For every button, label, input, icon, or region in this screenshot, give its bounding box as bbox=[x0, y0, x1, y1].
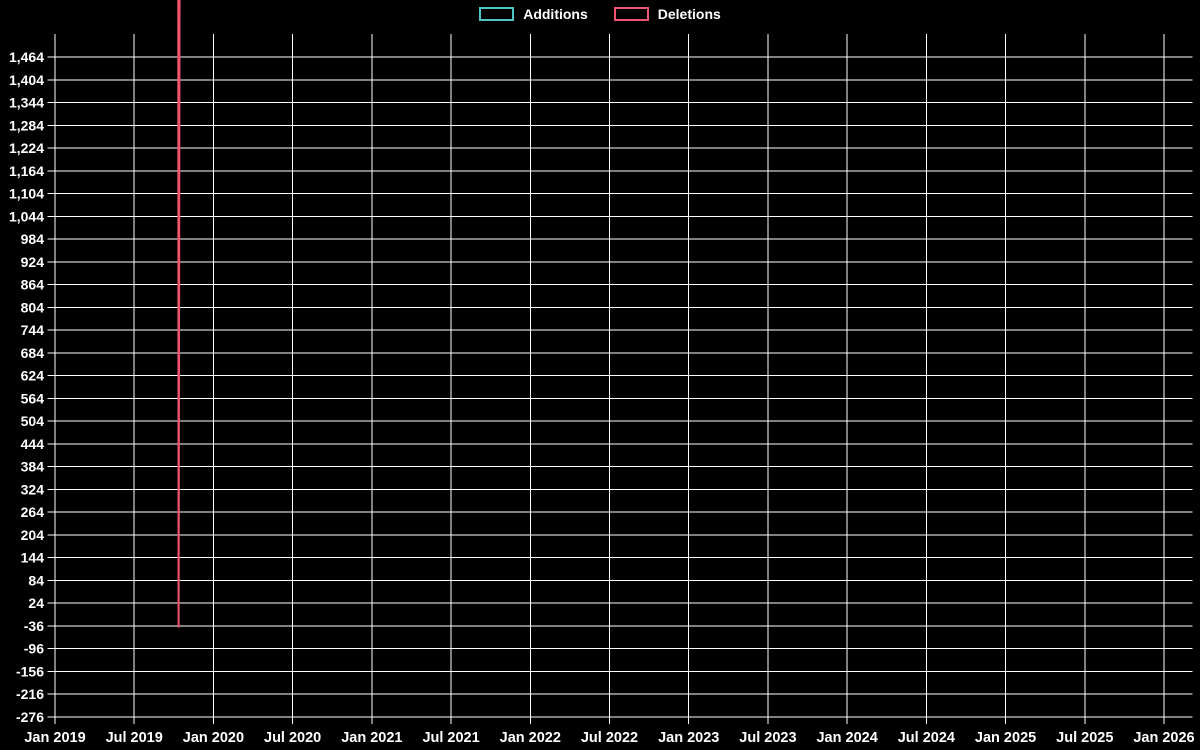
legend-label-deletions: Deletions bbox=[657, 6, 721, 22]
x-tick-label: Jan 2021 bbox=[341, 730, 402, 746]
y-tick-label: 144 bbox=[21, 550, 45, 566]
x-tick-label: Jul 2023 bbox=[739, 730, 796, 746]
y-tick-label: 1,044 bbox=[9, 208, 44, 224]
y-tick-label: 264 bbox=[21, 504, 45, 520]
y-tick-label: 804 bbox=[21, 299, 45, 315]
x-tick-label: Jan 2023 bbox=[658, 730, 719, 746]
y-tick-label: 504 bbox=[21, 413, 45, 429]
x-tick-label: Jan 2026 bbox=[1133, 730, 1194, 746]
y-tick-label: 84 bbox=[28, 572, 44, 588]
x-tick-label: Jul 2024 bbox=[898, 730, 955, 746]
x-tick-label: Jul 2019 bbox=[106, 730, 163, 746]
x-tick-label: Jul 2020 bbox=[264, 730, 321, 746]
y-tick-label: -276 bbox=[16, 709, 44, 725]
x-tick-label: Jul 2025 bbox=[1056, 730, 1113, 746]
y-tick-label: 1,404 bbox=[9, 72, 44, 88]
x-tick-label: Jan 2024 bbox=[816, 730, 877, 746]
y-tick-label: 1,284 bbox=[9, 117, 44, 133]
y-tick-label: -96 bbox=[24, 641, 44, 657]
y-tick-label: 1,464 bbox=[9, 49, 44, 65]
y-tick-label: 24 bbox=[28, 595, 44, 611]
x-tick-label: Jan 2020 bbox=[183, 730, 244, 746]
y-tick-label: 1,224 bbox=[9, 140, 44, 156]
y-tick-label: 564 bbox=[21, 390, 45, 406]
y-tick-label: 1,104 bbox=[9, 186, 44, 202]
y-tick-label: 744 bbox=[21, 322, 45, 338]
additions-swatch-icon bbox=[479, 7, 515, 21]
y-tick-label: 384 bbox=[21, 459, 45, 475]
deletions-line bbox=[177, 0, 181, 628]
x-tick-label: Jul 2021 bbox=[422, 730, 479, 746]
y-tick-label: 444 bbox=[21, 436, 45, 452]
y-tick-label: 204 bbox=[21, 527, 45, 543]
y-tick-label: 1,164 bbox=[9, 163, 44, 179]
y-tick-label: 624 bbox=[21, 368, 45, 384]
y-tick-label: 984 bbox=[21, 231, 45, 247]
x-tick-label: Jul 2022 bbox=[581, 730, 638, 746]
y-tick-label: 924 bbox=[21, 254, 45, 270]
y-tick-label: 864 bbox=[21, 277, 45, 293]
y-tick-label: 684 bbox=[21, 345, 45, 361]
x-tick-label: Jan 2019 bbox=[24, 730, 85, 746]
legend-label-additions: Additions bbox=[523, 6, 588, 22]
legend-item-additions[interactable]: Additions bbox=[479, 7, 588, 21]
chart-legend: Additions Deletions bbox=[0, 7, 1200, 21]
deletions-swatch-icon bbox=[613, 7, 649, 21]
y-tick-label: 1,344 bbox=[9, 95, 44, 111]
y-tick-label: 324 bbox=[21, 481, 45, 497]
x-tick-label: Jan 2022 bbox=[500, 730, 561, 746]
y-tick-label: -156 bbox=[16, 663, 44, 679]
legend-item-deletions[interactable]: Deletions bbox=[613, 6, 721, 22]
y-tick-label: -216 bbox=[16, 686, 44, 702]
y-tick-label: -36 bbox=[24, 618, 44, 634]
x-tick-label: Jan 2025 bbox=[975, 730, 1036, 746]
